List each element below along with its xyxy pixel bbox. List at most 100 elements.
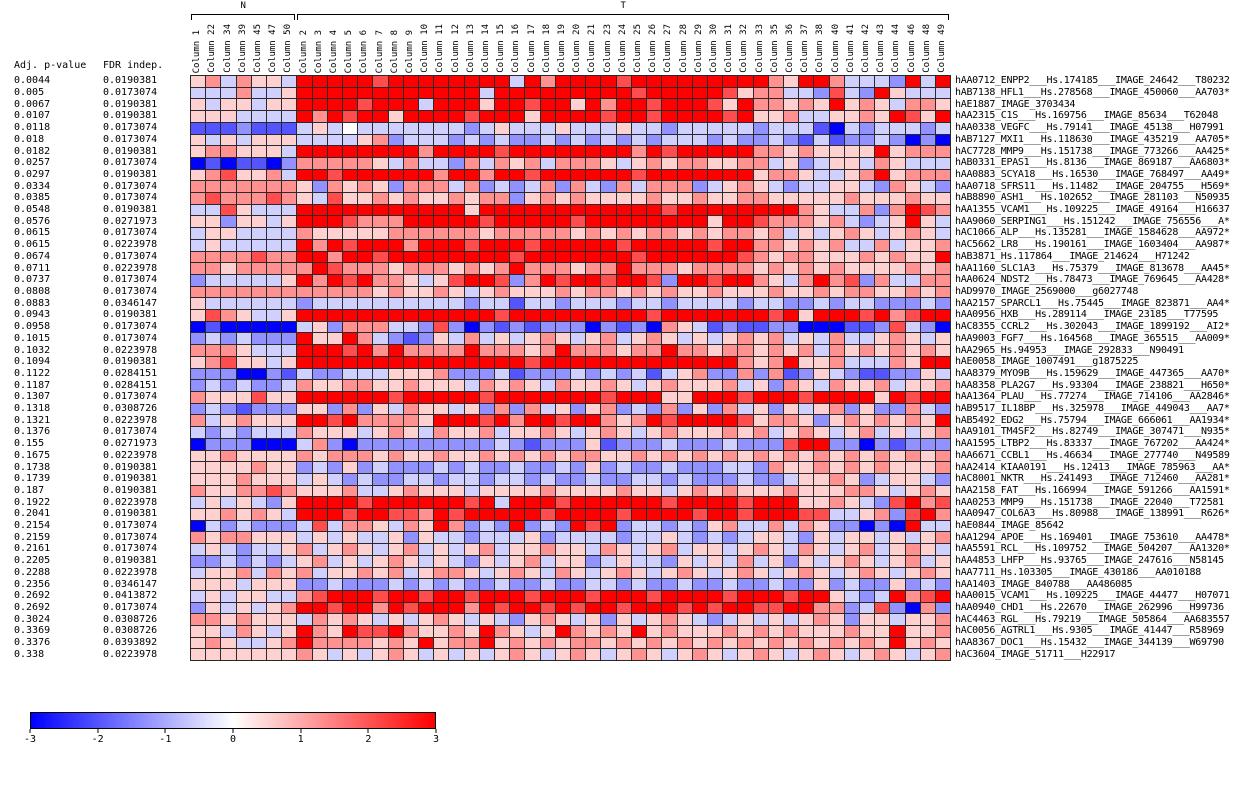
column-header: Column 41 bbox=[844, 20, 859, 73]
heatmap-cell bbox=[510, 122, 526, 135]
heatmap-cell bbox=[799, 146, 815, 158]
heatmap-cell bbox=[935, 274, 952, 287]
heatmap-cell bbox=[251, 111, 268, 123]
heatmap-cell bbox=[312, 590, 328, 603]
heatmap-cell bbox=[844, 76, 860, 88]
stat-row: 0.0334 0.0173074 bbox=[14, 180, 184, 192]
heatmap-cell bbox=[282, 263, 298, 275]
heatmap-cell bbox=[251, 602, 268, 615]
heatmap-cell bbox=[312, 87, 328, 100]
heatmap-cell bbox=[601, 356, 617, 369]
heatmap-cell bbox=[783, 356, 800, 369]
gene-row-label: hAA1364_PLAU___Hs.77274___IMAGE_714106__… bbox=[955, 391, 1230, 403]
heatmap-cell bbox=[555, 321, 572, 334]
heatmap-cell bbox=[935, 391, 952, 404]
heatmap-cell bbox=[555, 356, 572, 369]
heatmap-cell bbox=[814, 321, 830, 334]
column-header-label: Column 37 bbox=[800, 24, 811, 73]
heatmap-cell bbox=[525, 228, 541, 240]
fdr-value: 0.0223978 bbox=[103, 414, 158, 426]
heatmap-cell bbox=[738, 450, 754, 463]
heatmap-cell bbox=[829, 602, 845, 615]
heatmap-cell bbox=[191, 193, 207, 205]
heatmap-cell bbox=[191, 263, 207, 275]
heatmap-cell bbox=[647, 134, 663, 147]
group-bracket bbox=[191, 14, 296, 20]
heatmap-cell bbox=[844, 497, 860, 510]
heatmap-cell bbox=[586, 157, 602, 170]
heatmap-cell bbox=[449, 520, 465, 533]
heatmap-cell bbox=[616, 111, 632, 123]
heatmap-cell bbox=[555, 427, 572, 439]
heatmap-cell bbox=[875, 415, 891, 428]
heatmap-cell bbox=[373, 146, 389, 158]
heatmap-cell bbox=[799, 579, 815, 591]
heatmap-cell bbox=[783, 193, 800, 205]
heatmap-cell bbox=[571, 204, 587, 217]
heatmap-cell bbox=[692, 509, 708, 521]
heatmap-cell bbox=[753, 462, 769, 474]
heatmap-cell bbox=[555, 251, 572, 264]
heatmap-cell bbox=[403, 520, 420, 533]
heatmap-cell bbox=[662, 193, 678, 205]
column-header-label: Column 45 bbox=[252, 24, 263, 73]
heatmap-cell bbox=[768, 263, 784, 275]
heatmap-cell bbox=[647, 356, 663, 369]
heatmap-cell bbox=[753, 356, 769, 369]
heatmap-cell bbox=[327, 520, 344, 533]
heatmap-cell bbox=[388, 286, 404, 299]
heatmap-cell bbox=[358, 228, 374, 240]
heatmap-cell bbox=[753, 228, 769, 240]
heatmap-cell bbox=[267, 415, 283, 428]
heatmap-cell bbox=[206, 157, 222, 170]
heatmap-cell bbox=[662, 263, 678, 275]
heatmap-cell bbox=[586, 87, 602, 100]
heatmap-cell bbox=[738, 204, 754, 217]
heatmap-cell bbox=[373, 99, 389, 112]
heatmap-cell bbox=[327, 497, 344, 510]
heatmap-cell bbox=[890, 239, 906, 252]
heatmap-cell bbox=[282, 485, 298, 498]
stat-row: 0.1739 0.0190381 bbox=[14, 473, 184, 485]
heatmap-cell bbox=[495, 146, 511, 158]
heatmap-cell bbox=[555, 614, 572, 627]
heatmap-cell bbox=[753, 157, 769, 170]
heatmap-cell bbox=[191, 368, 207, 381]
heatmap-cell bbox=[692, 310, 708, 322]
heatmap-cell bbox=[479, 122, 496, 135]
heatmap-cell bbox=[236, 427, 252, 439]
heatmap-cell bbox=[221, 626, 237, 638]
heatmap-cell bbox=[829, 321, 845, 334]
heatmap-cell bbox=[419, 602, 435, 615]
heatmap-cell bbox=[343, 310, 359, 322]
column-header-label: Column 33 bbox=[754, 24, 765, 73]
heatmap-cell bbox=[799, 473, 815, 486]
heatmap-cell bbox=[221, 532, 237, 545]
heatmap-cell bbox=[236, 193, 252, 205]
heatmap-cell bbox=[510, 532, 526, 545]
heatmap-cell bbox=[586, 403, 602, 416]
heatmap-cell bbox=[647, 450, 663, 463]
heatmap-cell bbox=[434, 99, 450, 112]
heatmap-cell bbox=[419, 99, 435, 112]
heatmap-cell bbox=[510, 626, 526, 638]
heatmap-cell bbox=[373, 251, 389, 264]
heatmap-cell bbox=[419, 637, 435, 650]
heatmap-cell bbox=[723, 228, 739, 240]
heatmap-cell bbox=[449, 157, 465, 170]
heatmap-cell bbox=[297, 462, 313, 474]
fdr-value: 0.0173074 bbox=[103, 192, 158, 204]
heatmap-cell bbox=[920, 415, 936, 428]
heatmap-cell bbox=[662, 590, 678, 603]
heatmap-cell bbox=[449, 87, 465, 100]
heatmap-cell bbox=[601, 602, 617, 615]
heatmap-cell bbox=[571, 193, 587, 205]
heatmap-cell bbox=[464, 134, 480, 147]
heatmap-cell bbox=[479, 356, 496, 369]
heatmap-cell bbox=[814, 345, 830, 357]
heatmap-cell bbox=[829, 356, 845, 369]
heatmap-cell bbox=[434, 637, 450, 650]
heatmap-cell bbox=[343, 356, 359, 369]
heatmap-cell bbox=[312, 485, 328, 498]
heatmap-cell bbox=[282, 427, 298, 439]
